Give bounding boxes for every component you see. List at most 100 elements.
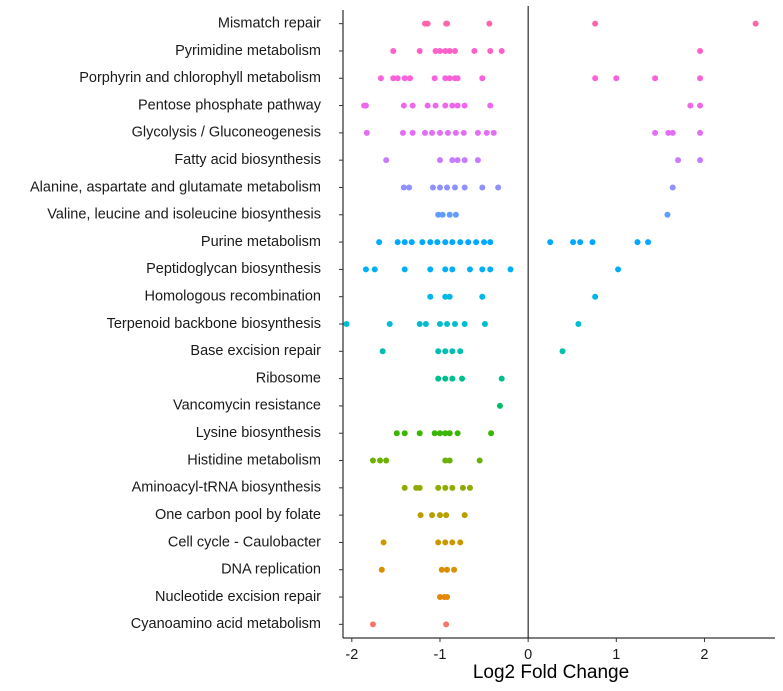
point (431, 75, 438, 82)
point (435, 484, 442, 491)
y-tick-label: Terpenoid backbone biosynthesis (107, 316, 321, 332)
point (665, 129, 672, 136)
point (406, 184, 413, 191)
y-tick-label: Purine metabolism (201, 234, 321, 250)
point (362, 266, 369, 273)
point (401, 239, 408, 246)
point (498, 375, 505, 382)
point (427, 293, 434, 300)
point (697, 157, 704, 164)
point (451, 184, 458, 191)
x-tick-label: 2 (700, 647, 708, 663)
point (487, 266, 494, 273)
point (446, 457, 453, 464)
point (466, 266, 473, 273)
point (444, 594, 451, 601)
y-tick-label: Valine, leucine and isoleucine biosynthe… (47, 207, 321, 223)
point (449, 266, 456, 273)
point (454, 102, 461, 109)
point (457, 239, 464, 246)
point (476, 457, 483, 464)
point (442, 484, 449, 491)
point (429, 129, 436, 136)
point (419, 239, 426, 246)
point (416, 47, 423, 54)
point (443, 512, 450, 519)
point (449, 375, 456, 382)
point (446, 211, 453, 218)
point (371, 266, 378, 273)
point (474, 129, 481, 136)
y-tick-label: Fatty acid biosynthesis (174, 152, 321, 168)
point (442, 375, 449, 382)
point (592, 20, 599, 27)
point (487, 102, 494, 109)
point (432, 102, 439, 109)
point (487, 239, 494, 246)
point (452, 129, 459, 136)
point (400, 184, 407, 191)
point (369, 457, 376, 464)
point (481, 321, 488, 327)
point (446, 47, 453, 54)
point (446, 430, 453, 437)
x-tick-label: -2 (345, 647, 358, 663)
point (634, 239, 641, 246)
point (451, 321, 458, 327)
point (407, 75, 414, 82)
point (408, 239, 415, 246)
y-tick-label: Ribosome (256, 370, 321, 386)
point (592, 75, 599, 82)
point (473, 239, 480, 246)
y-tick-label: Pentose phosphate pathway (138, 97, 322, 113)
point (369, 621, 376, 628)
point (495, 184, 502, 191)
point (429, 512, 436, 519)
point (424, 20, 431, 27)
point (589, 239, 596, 246)
point (401, 430, 408, 437)
point (547, 239, 554, 246)
point (362, 102, 369, 109)
point (400, 102, 407, 109)
point (454, 430, 461, 437)
point (436, 321, 443, 327)
point (436, 157, 443, 164)
point (416, 484, 423, 491)
point (487, 47, 494, 54)
x-tick-label: 1 (612, 647, 620, 663)
point (559, 348, 566, 355)
y-tick-label: One carbon pool by folate (155, 507, 321, 523)
point (431, 430, 438, 437)
point (479, 75, 486, 82)
point (451, 566, 458, 573)
point (675, 157, 682, 164)
point (436, 47, 443, 54)
point (435, 375, 442, 382)
point (436, 430, 443, 437)
point (454, 75, 461, 82)
point (442, 430, 449, 437)
y-tick-label: Pyrimidine metabolism (175, 43, 321, 59)
point (417, 512, 424, 519)
point (452, 211, 459, 218)
point (376, 239, 383, 246)
point (490, 129, 497, 136)
y-tick-label: Base excision repair (190, 343, 321, 359)
point (383, 157, 390, 164)
point (446, 75, 453, 82)
point (449, 157, 456, 164)
point (570, 239, 577, 246)
point (687, 102, 694, 109)
point (379, 348, 386, 355)
point (465, 239, 472, 246)
y-tick-label: Aminoacyl-tRNA biosynthesis (132, 480, 321, 496)
point (409, 102, 416, 109)
point (442, 539, 449, 546)
point (507, 266, 514, 273)
point (461, 157, 468, 164)
point (652, 75, 659, 82)
point (401, 266, 408, 273)
point (363, 129, 370, 136)
point (409, 129, 416, 136)
